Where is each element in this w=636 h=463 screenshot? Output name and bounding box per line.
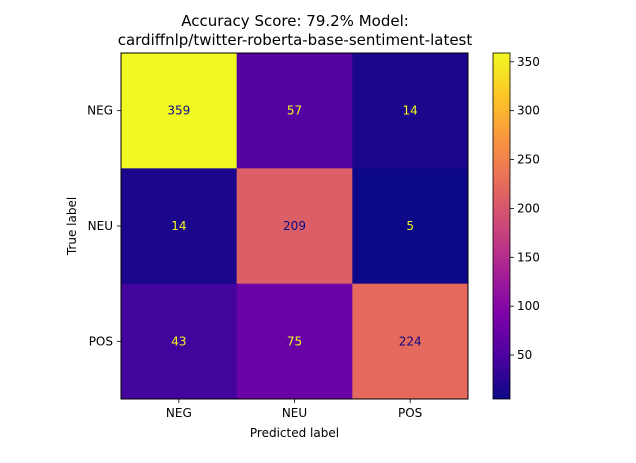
heatmap-cell <box>236 168 353 285</box>
heatmap-cell <box>121 283 238 400</box>
y-axis-label: True label <box>65 197 79 256</box>
heatmap-cell <box>352 53 469 169</box>
colorbar <box>492 52 511 400</box>
cell-value-label: 224 <box>399 334 422 348</box>
colorbar-tick-label: 250 <box>517 153 540 167</box>
colorbar-tick-label: 150 <box>517 250 540 264</box>
cell-value-label: 75 <box>287 334 302 348</box>
colorbar-tick-label: 50 <box>517 348 532 362</box>
chart-title-line-1: Accuracy Score: 79.2% Model: <box>181 12 409 30</box>
heatmap-cell <box>352 283 469 400</box>
heatmap-cell <box>121 168 238 285</box>
cell-value-label: 43 <box>171 334 186 348</box>
colorbar-tick-label: 350 <box>517 55 540 69</box>
cell-value-label: 5 <box>406 219 414 233</box>
cell-value-label: 359 <box>167 104 190 118</box>
heatmap-cell <box>121 53 238 169</box>
y-tick-label: NEU <box>88 219 113 233</box>
colorbar-tick-label: 100 <box>517 299 540 313</box>
cell-value-label: 57 <box>287 104 302 118</box>
heatmap-cell <box>236 283 353 400</box>
colorbar-tick-label: 300 <box>517 104 540 118</box>
y-tick-label: NEG <box>87 104 113 118</box>
x-tick-label: NEU <box>282 406 307 420</box>
colorbar-tick-label: 200 <box>517 201 540 215</box>
x-tick-label: NEG <box>166 406 192 420</box>
cell-value-label: 14 <box>171 219 186 233</box>
x-axis-label: Predicted label <box>250 426 339 440</box>
heatmap-cell <box>352 168 469 285</box>
heatmap-cell <box>236 53 353 169</box>
y-tick-label: POS <box>89 334 113 348</box>
x-tick-label: POS <box>398 406 422 420</box>
chart-title-line-2: cardiffnlp/twitter-roberta-base-sentimen… <box>117 31 473 49</box>
cell-value-label: 209 <box>283 219 306 233</box>
cell-value-label: 14 <box>403 104 418 118</box>
